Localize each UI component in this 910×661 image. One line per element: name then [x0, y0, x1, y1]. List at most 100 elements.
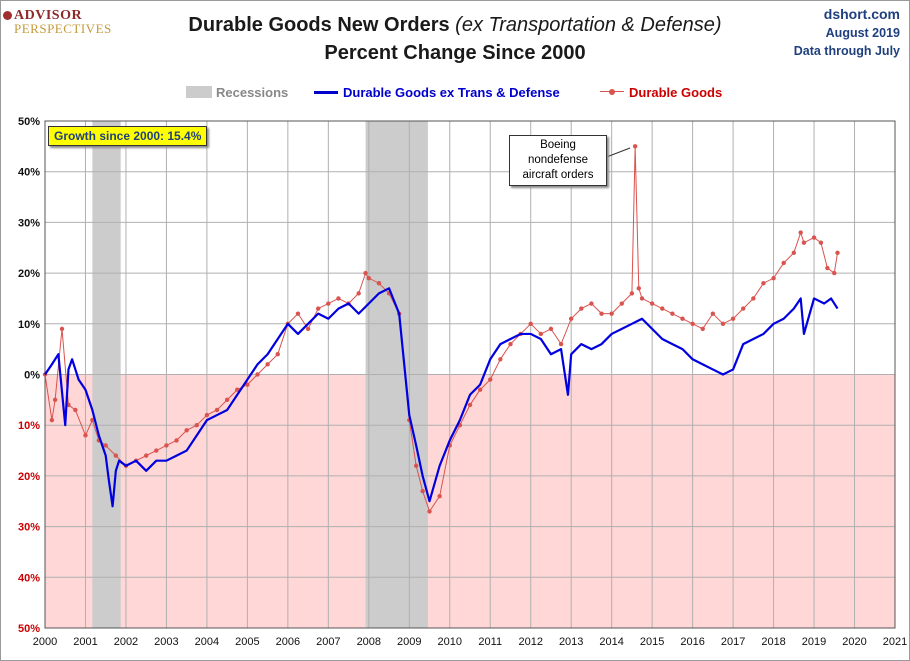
series-durable-goods-point	[538, 331, 544, 337]
chart-subtitle: Percent Change Since 2000	[324, 42, 586, 64]
series-durable-goods-point	[326, 301, 331, 306]
title-italic: (ex Transportation & Defense)	[455, 14, 722, 36]
series-durable-goods-point	[413, 463, 419, 468]
legend-recessions: Recessions	[186, 84, 288, 100]
series-durable-goods-point	[376, 281, 382, 286]
series-durable-goods-point	[366, 275, 372, 281]
series-durable-goods-point	[599, 311, 604, 316]
source-site: dshort.com	[823, 6, 900, 22]
series-durable-goods-point	[154, 448, 159, 453]
series-durable-goods-point	[680, 316, 685, 321]
series-durable-goods-point	[568, 316, 574, 321]
logo-top-text: ADVISOR	[14, 8, 83, 23]
series-durable-goods-point	[224, 397, 230, 403]
callout-line2: nondefense	[527, 154, 589, 166]
x-tick-label: 2000	[33, 636, 57, 648]
series-durable-goods-point	[174, 438, 179, 443]
series-durable-goods-point	[59, 326, 65, 332]
series-durable-goods-point	[649, 301, 655, 306]
negative-region	[45, 374, 895, 628]
series-durable-goods-point	[579, 306, 584, 311]
series-durable-goods-point	[103, 443, 108, 448]
blue-line-swatch	[314, 90, 338, 94]
series-durable-goods-point	[751, 296, 756, 301]
x-tick-label: 2015	[640, 636, 664, 648]
series-durable-goods-point	[295, 311, 301, 316]
legend-series2-label: Durable Goods	[629, 84, 723, 100]
y-tick-label: 10%	[18, 319, 40, 331]
series-durable-goods-point	[508, 341, 513, 347]
series-ex-trans-line	[44, 287, 839, 508]
y-tick-label: 40%	[18, 167, 40, 179]
y-tick-label: 30%	[18, 522, 40, 534]
series-durable-goods-point	[636, 286, 641, 291]
source-through: Data through July	[793, 44, 900, 58]
series-durable-goods-point	[265, 362, 270, 367]
series-durable-goods-point	[83, 433, 88, 438]
y-tick-label: 30%	[18, 217, 40, 229]
x-tick-label: 2001	[73, 636, 97, 648]
x-tick-label: 2009	[397, 636, 421, 648]
series-durable-goods-point	[791, 250, 797, 256]
x-tick-label: 2005	[235, 636, 259, 648]
series-durable-goods-point	[801, 240, 807, 245]
series-durable-goods-point	[204, 412, 210, 418]
series-durable-goods-point	[90, 417, 95, 423]
y-tick-label: 0%	[24, 370, 40, 382]
x-tick-label: 2014	[599, 636, 623, 648]
series-durable-goods-point	[589, 301, 594, 306]
growth-annotation: Growth since 2000: 15.4%	[48, 126, 208, 146]
x-tick-label: 2004	[195, 636, 219, 648]
x-tick-label: 2008	[357, 636, 381, 648]
x-tick-label: 2018	[761, 636, 785, 648]
x-tick-label: 2020	[842, 636, 866, 648]
legend-recessions-label: Recessions	[216, 84, 289, 100]
x-tick-label: 2007	[316, 636, 340, 648]
x-tick-label: 2016	[680, 636, 704, 648]
x-tick-label: 2019	[802, 636, 826, 648]
series-durable-goods-point	[832, 270, 837, 276]
series-durable-goods-point	[427, 509, 432, 514]
series-durable-goods-point	[761, 281, 766, 286]
series-durable-goods-point	[356, 291, 361, 296]
y-tick-label: 50%	[18, 623, 40, 635]
series-durable-goods-point	[363, 270, 368, 276]
series-durable-goods-point	[730, 316, 736, 321]
x-tick-label: 2002	[114, 636, 138, 648]
series-durable-goods-point	[811, 235, 817, 240]
series-durable-goods-point	[548, 326, 554, 332]
series-durable-goods-point	[798, 230, 803, 235]
series-durable-goods-point	[720, 321, 726, 326]
series-durable-goods-point	[835, 250, 840, 256]
series-durable-goods-point	[771, 275, 776, 281]
series-durable-goods-point	[690, 321, 695, 326]
callout-line3: aircraft orders	[522, 169, 594, 181]
series-durable-goods-point	[710, 311, 716, 316]
y-tick-label: 20%	[18, 471, 40, 483]
legend-series1-label: Durable Goods ex Trans & Defense	[343, 84, 560, 100]
x-tick-label: 2011	[478, 636, 502, 648]
series-durable-goods-point	[629, 291, 635, 296]
series-durable-goods-point	[825, 265, 830, 271]
series-durable-goods-point	[275, 352, 280, 357]
series-durable-goods-point	[467, 402, 473, 408]
series-durable-goods-point	[619, 301, 624, 306]
source-date: August 2019	[825, 26, 900, 40]
series-durable-goods-point	[498, 357, 503, 362]
series-durable-goods-point	[528, 321, 533, 326]
logo-mark-icon	[3, 11, 12, 20]
series-durable-goods-point	[316, 306, 321, 311]
y-tick-label: 20%	[18, 268, 40, 280]
series-durable-goods-point	[818, 240, 824, 245]
x-tick-label: 2003	[154, 636, 178, 648]
series-durable-goods-point	[741, 306, 746, 311]
x-tick-label: 2017	[721, 636, 745, 648]
series-durable-goods-point	[420, 488, 425, 494]
series-durable-goods-point	[305, 326, 311, 332]
chart-title: Durable Goods New Orders (ex Transportat…	[0, 14, 910, 37]
legend-series2: Durable Goods	[600, 84, 722, 100]
series-durable-goods-point	[143, 453, 149, 458]
series-durable-goods-point	[113, 453, 119, 458]
series-durable-goods-point	[49, 417, 55, 423]
x-tick-label: 2006	[276, 636, 300, 648]
